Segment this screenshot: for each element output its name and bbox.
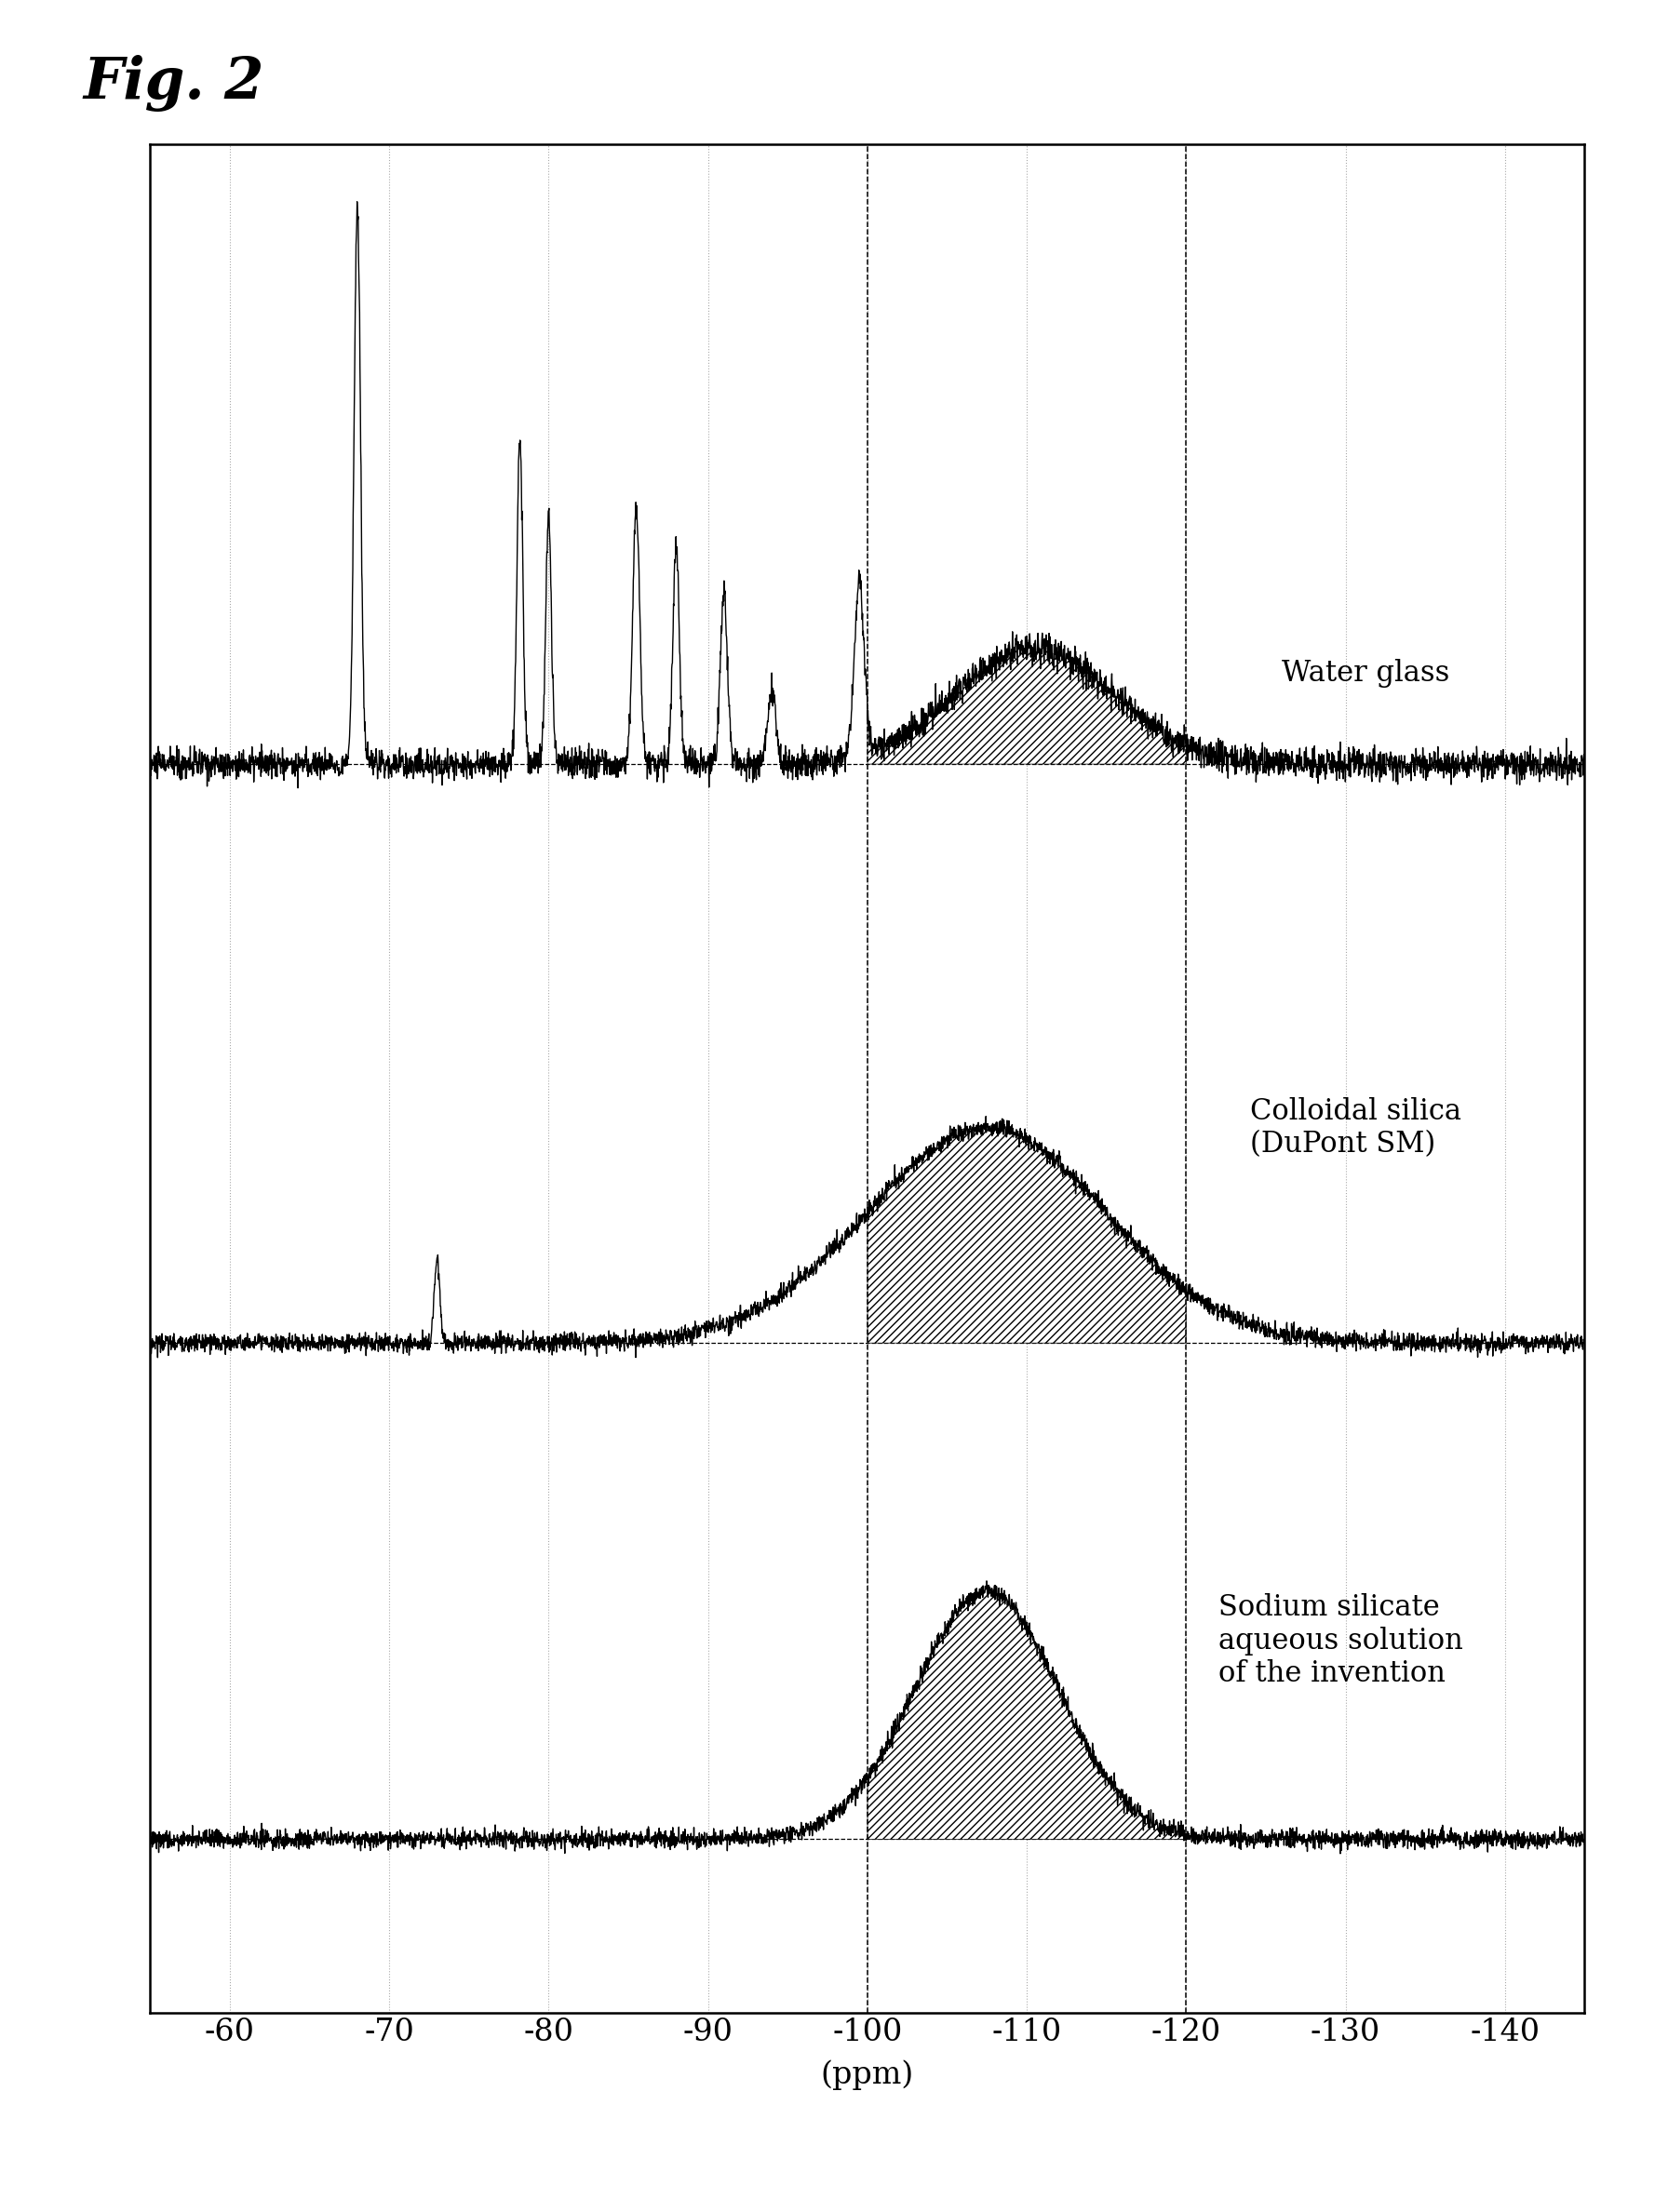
Text: Water glass: Water glass xyxy=(1281,659,1449,688)
Text: Sodium silicate
aqueous solution
of the invention: Sodium silicate aqueous solution of the … xyxy=(1218,1593,1463,1688)
Polygon shape xyxy=(867,1117,1186,1343)
Text: Colloidal silica
(DuPont SM): Colloidal silica (DuPont SM) xyxy=(1249,1097,1461,1159)
Polygon shape xyxy=(867,1582,1186,1838)
X-axis label: (ppm): (ppm) xyxy=(821,2059,914,2090)
Polygon shape xyxy=(867,633,1186,763)
Text: Fig. 2: Fig. 2 xyxy=(83,55,264,113)
